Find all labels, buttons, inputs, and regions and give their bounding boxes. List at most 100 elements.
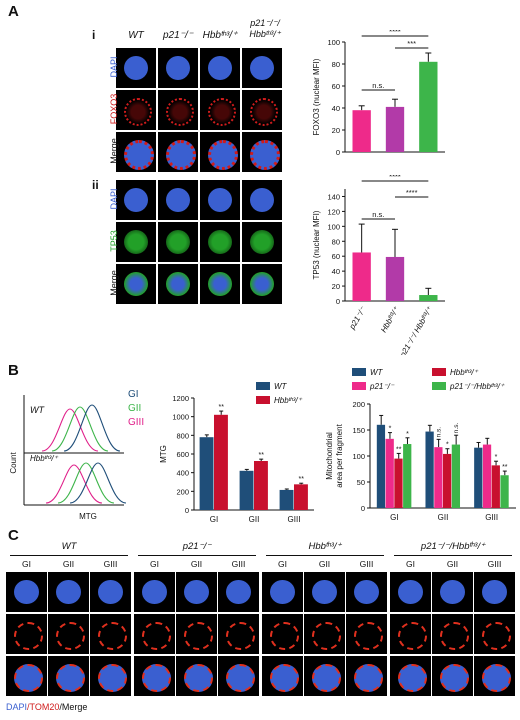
flow-peak-gIII-hbb xyxy=(45,464,103,504)
micrograph-mergeG-3 xyxy=(242,264,282,304)
x-tick-label: GI xyxy=(210,515,218,524)
cell-shape xyxy=(250,230,274,254)
micrograph-tp53-3 xyxy=(242,222,282,262)
micrograph-foxo3-2 xyxy=(200,90,240,130)
bar xyxy=(239,470,254,510)
legend-swatch xyxy=(432,368,446,376)
legend-GII: GII xyxy=(128,403,141,414)
x-tick-label: GII xyxy=(438,513,449,522)
legend-swatch xyxy=(432,382,446,390)
cell-shape xyxy=(208,56,232,80)
legend-label: p21⁻/⁻ xyxy=(369,382,395,391)
y-tick-label: 0 xyxy=(336,148,340,157)
bar xyxy=(443,453,452,508)
panel-c-micrograph xyxy=(262,614,303,654)
panel-c-group-rule xyxy=(10,555,128,556)
cell-shape xyxy=(142,580,167,604)
panel-a-letter: A xyxy=(8,3,19,20)
panel-c-col-label: GIII xyxy=(231,559,246,569)
panel-b-letter: B xyxy=(8,362,19,379)
panel-c-micrograph xyxy=(304,572,345,612)
y-tick-label: 50 xyxy=(357,478,365,487)
cell-shape xyxy=(250,56,274,80)
bar xyxy=(376,424,386,508)
y-axis-label: Count xyxy=(9,452,18,474)
y-tick-label: 0 xyxy=(336,297,340,306)
significance-label: n.s. xyxy=(372,210,384,219)
cell-shape xyxy=(14,622,43,650)
flow-top-label: WT xyxy=(30,405,45,415)
cell-shape xyxy=(482,622,511,650)
micrograph-dapi-3 xyxy=(242,48,282,88)
y-axis-label: FOXO3 (nuclear MFI) xyxy=(312,58,321,135)
y-tick-label: 600 xyxy=(176,450,189,459)
panel-c-micrograph xyxy=(432,572,473,612)
legend-GIII: GIII xyxy=(128,417,144,428)
significance-label: **** xyxy=(389,30,401,36)
significance-label: * xyxy=(406,431,409,438)
significance-label: n.s. xyxy=(436,427,443,438)
cell-shape xyxy=(250,272,274,296)
cell-shape xyxy=(98,580,123,604)
micrograph-foxo3-3 xyxy=(242,90,282,130)
x-tick-label: GIII xyxy=(485,513,498,522)
panel-c-micrograph xyxy=(304,656,345,696)
cell-shape xyxy=(250,140,280,170)
y-tick-label: 80 xyxy=(332,237,340,246)
flow-peak-gI-wt xyxy=(63,404,121,452)
bar xyxy=(385,438,394,508)
micrograph-foxo3-0 xyxy=(116,90,156,130)
bar xyxy=(425,431,434,508)
footer-dapi: DAPI xyxy=(6,702,28,712)
micrograph-tp53-1 xyxy=(158,222,198,262)
cell-shape xyxy=(208,230,232,254)
cell-shape xyxy=(166,140,196,170)
cell-shape xyxy=(270,580,295,604)
bar xyxy=(199,437,214,510)
y-tick-label: 120 xyxy=(327,207,340,216)
panel-c-col-label: GII xyxy=(190,559,203,569)
bar xyxy=(394,458,403,508)
panel-c-micrograph xyxy=(134,656,175,696)
panel-c-micrograph xyxy=(218,656,259,696)
cell-shape xyxy=(208,98,236,126)
cell-shape xyxy=(98,622,127,650)
y-tick-label: 0 xyxy=(185,506,189,515)
panel-c-micrograph xyxy=(390,656,431,696)
cell-shape xyxy=(166,272,190,296)
micrograph-dapi-0 xyxy=(116,48,156,88)
bar xyxy=(419,61,438,152)
y-tick-label: 100 xyxy=(327,38,340,47)
cell-shape xyxy=(270,622,299,650)
y-tick-label: 20 xyxy=(332,126,340,135)
bar xyxy=(451,444,461,508)
significance-label: **** xyxy=(389,175,401,181)
legend-swatch xyxy=(352,382,366,390)
panel-c-micrograph xyxy=(346,572,387,612)
panel-c-group-rule xyxy=(394,555,512,556)
cell-shape xyxy=(56,580,81,604)
panel-c-col-label: GI xyxy=(278,559,287,569)
x-tick-label: p21⁻/⁻ xyxy=(347,305,368,332)
legend-label: Hbbᵗʰ³/⁺ xyxy=(274,396,303,405)
bar xyxy=(385,256,405,301)
panel-c-micrograph xyxy=(432,656,473,696)
panel-c-micrograph xyxy=(474,656,515,696)
y-axis-label-line2: area per fragment xyxy=(335,423,344,487)
significance-label: ** xyxy=(218,404,224,411)
cell-shape xyxy=(124,98,152,126)
y-tick-label: 20 xyxy=(332,282,340,291)
cell-shape xyxy=(98,664,127,692)
mtg-bar-chart: 0 200 400 600 800 1000 1200 GI GII GIII MTG ** ** ** W… xyxy=(159,382,314,524)
micrograph-dapi-1 xyxy=(158,180,198,220)
bar xyxy=(254,461,268,510)
bar xyxy=(214,414,228,510)
x-tick-label: GIII xyxy=(288,515,301,524)
footer-merge: /Merge xyxy=(59,702,88,712)
y-tick-label: 100 xyxy=(327,222,340,231)
panel-c-micrograph xyxy=(304,614,345,654)
flow-peak-gII-hbb xyxy=(57,462,115,504)
y-tick-label: 80 xyxy=(332,60,340,69)
significance-label: ** xyxy=(502,464,508,471)
tp53-bar-chart: 0 20 40 60 80 100 120 140 TP53 (nuclear MFI) ****… xyxy=(312,175,445,355)
